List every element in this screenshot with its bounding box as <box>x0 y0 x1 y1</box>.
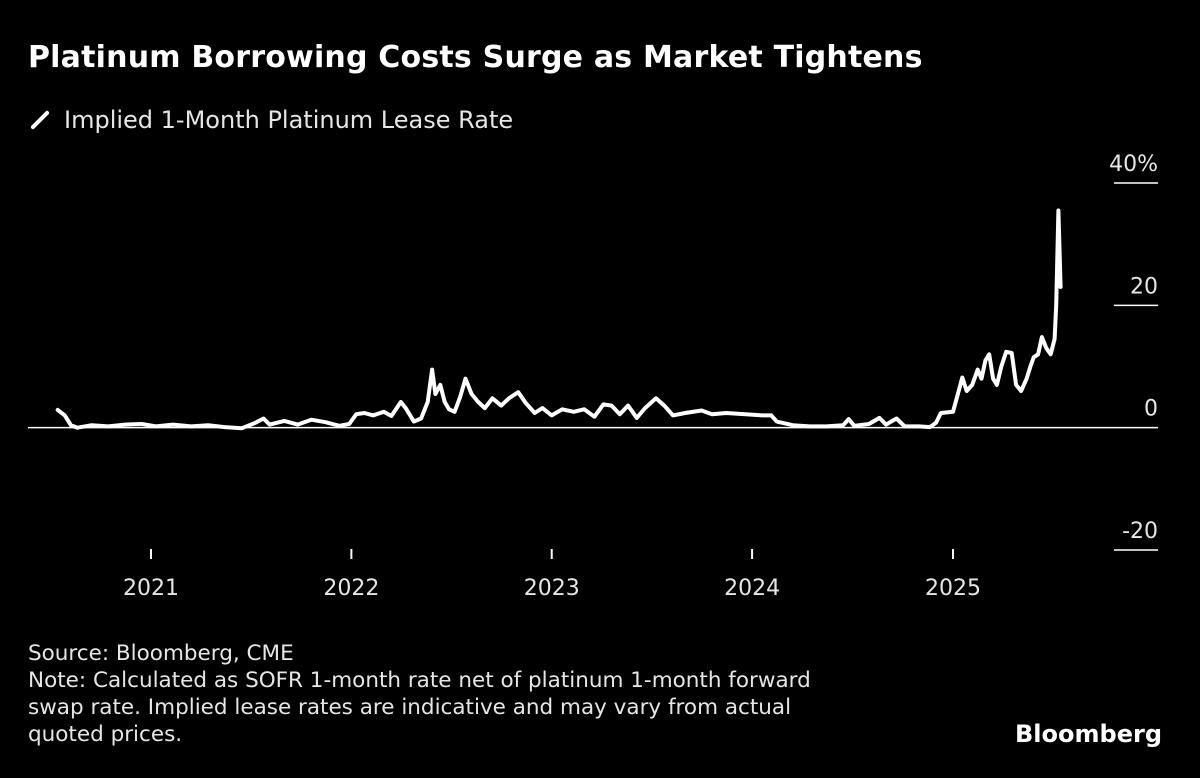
x-tick-label: 2021 <box>123 576 179 601</box>
y-tick-label: 0 <box>1144 397 1158 422</box>
series-line-lease-rate <box>55 208 1063 431</box>
x-tick-label: 2024 <box>724 576 780 601</box>
y-tick-label: 40% <box>1109 152 1158 177</box>
source-text: Source: Bloomberg, CME <box>28 641 294 666</box>
chart-title: Platinum Borrowing Costs Surge as Market… <box>28 40 923 75</box>
x-tick-label: 2022 <box>323 576 379 601</box>
y-tick-label: -20 <box>1122 519 1158 544</box>
footer-notes: Source: Bloomberg, CME Note: Calculated … <box>28 640 928 748</box>
x-tick-label: 2025 <box>925 576 981 601</box>
legend: Implied 1-Month Platinum Lease Rate <box>28 106 513 134</box>
y-tick-label: 20 <box>1130 274 1158 299</box>
axis-layer: 40% 20 0 -20 2021 2022 2023 2024 2025 <box>28 152 1158 601</box>
x-tick-label: 2023 <box>524 576 580 601</box>
note-text: Note: Calculated as SOFR 1-month rate ne… <box>28 668 811 747</box>
series-layer <box>55 208 1063 431</box>
bloomberg-logo: Bloomberg <box>1015 720 1162 748</box>
legend-label: Implied 1-Month Platinum Lease Rate <box>64 106 514 134</box>
